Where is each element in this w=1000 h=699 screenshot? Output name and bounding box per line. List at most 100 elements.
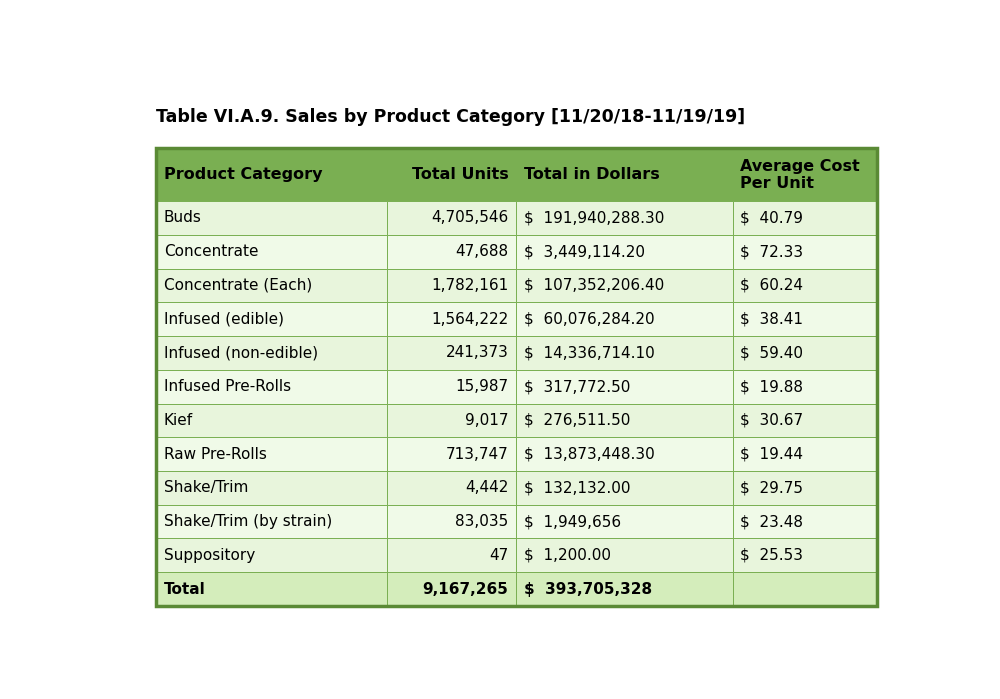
Text: $  40.79: $ 40.79	[740, 210, 803, 226]
Text: 4,705,546: 4,705,546	[431, 210, 509, 226]
Text: Total Units: Total Units	[412, 167, 509, 182]
Text: $  60,076,284.20: $ 60,076,284.20	[524, 312, 655, 326]
Text: $  38.41: $ 38.41	[740, 312, 803, 326]
Bar	[516, 302, 733, 336]
Bar	[156, 336, 387, 370]
Text: $  29.75: $ 29.75	[740, 480, 803, 496]
Bar	[516, 438, 733, 471]
Text: Concentrate: Concentrate	[164, 244, 258, 259]
Text: $  276,511.50: $ 276,511.50	[524, 413, 631, 428]
Bar	[733, 336, 877, 370]
Text: Raw Pre-Rolls: Raw Pre-Rolls	[164, 447, 267, 461]
Bar	[387, 572, 516, 606]
Text: $  60.24: $ 60.24	[740, 278, 803, 293]
Text: $  191,940,288.30: $ 191,940,288.30	[524, 210, 664, 226]
Bar	[733, 148, 877, 201]
Bar	[733, 268, 877, 302]
Text: $  107,352,206.40: $ 107,352,206.40	[524, 278, 664, 293]
Bar	[733, 505, 877, 538]
Text: 15,987: 15,987	[455, 379, 509, 394]
Bar	[387, 505, 516, 538]
Text: $  393,705,328: $ 393,705,328	[524, 582, 652, 596]
Bar	[387, 148, 516, 201]
Bar	[387, 201, 516, 235]
Text: Buds: Buds	[164, 210, 202, 226]
Bar	[387, 370, 516, 403]
Text: Infused Pre-Rolls: Infused Pre-Rolls	[164, 379, 291, 394]
Bar	[733, 201, 877, 235]
Text: $  59.40: $ 59.40	[740, 345, 803, 361]
Bar	[156, 148, 387, 201]
Text: Total in Dollars: Total in Dollars	[524, 167, 660, 182]
Bar	[516, 471, 733, 505]
Text: $  19.88: $ 19.88	[740, 379, 803, 394]
Bar	[733, 538, 877, 572]
Bar	[387, 538, 516, 572]
Bar	[156, 235, 387, 268]
Bar	[516, 572, 733, 606]
Bar	[733, 438, 877, 471]
Text: Average Cost
Per Unit: Average Cost Per Unit	[740, 159, 860, 191]
Bar	[387, 302, 516, 336]
Bar	[387, 336, 516, 370]
Text: $  23.48: $ 23.48	[740, 514, 803, 529]
Bar	[156, 268, 387, 302]
Bar	[733, 471, 877, 505]
Bar	[156, 201, 387, 235]
Text: $  25.53: $ 25.53	[740, 548, 803, 563]
Text: 47: 47	[489, 548, 509, 563]
Text: $  72.33: $ 72.33	[740, 244, 803, 259]
Text: Total: Total	[164, 582, 206, 596]
Text: $  1,949,656: $ 1,949,656	[524, 514, 621, 529]
Text: Shake/Trim (by strain): Shake/Trim (by strain)	[164, 514, 332, 529]
Text: 4,442: 4,442	[465, 480, 509, 496]
Text: 9,017: 9,017	[465, 413, 509, 428]
Bar	[733, 302, 877, 336]
Text: $  19.44: $ 19.44	[740, 447, 803, 461]
Text: 9,167,265: 9,167,265	[423, 582, 509, 596]
Bar	[387, 438, 516, 471]
Bar	[733, 370, 877, 403]
Text: Kief: Kief	[164, 413, 193, 428]
Text: $  3,449,114.20: $ 3,449,114.20	[524, 244, 645, 259]
Bar	[156, 148, 877, 606]
Bar	[516, 336, 733, 370]
Bar	[516, 148, 733, 201]
Bar	[516, 403, 733, 438]
Bar	[516, 268, 733, 302]
Text: 47,688: 47,688	[455, 244, 509, 259]
Bar	[156, 572, 387, 606]
Text: 1,782,161: 1,782,161	[431, 278, 509, 293]
Text: Concentrate (Each): Concentrate (Each)	[164, 278, 312, 293]
Text: Product Category: Product Category	[164, 167, 322, 182]
Bar	[516, 538, 733, 572]
Bar	[156, 403, 387, 438]
Text: $  132,132.00: $ 132,132.00	[524, 480, 631, 496]
Text: Table VI.A.9. Sales by Product Category [11/20/18-11/19/19]: Table VI.A.9. Sales by Product Category …	[156, 108, 745, 126]
Bar	[156, 471, 387, 505]
Text: $  30.67: $ 30.67	[740, 413, 803, 428]
Bar	[733, 403, 877, 438]
Bar	[387, 403, 516, 438]
Text: Infused (edible): Infused (edible)	[164, 312, 284, 326]
Text: 1,564,222: 1,564,222	[431, 312, 509, 326]
Bar	[156, 370, 387, 403]
Bar	[516, 235, 733, 268]
Bar	[516, 201, 733, 235]
Text: Suppository: Suppository	[164, 548, 255, 563]
Bar	[156, 302, 387, 336]
Text: $  14,336,714.10: $ 14,336,714.10	[524, 345, 655, 361]
Text: Infused (non-edible): Infused (non-edible)	[164, 345, 318, 361]
Text: Shake/Trim: Shake/Trim	[164, 480, 248, 496]
Bar	[156, 505, 387, 538]
Bar	[516, 370, 733, 403]
Bar	[733, 235, 877, 268]
Text: 83,035: 83,035	[455, 514, 509, 529]
Bar	[156, 538, 387, 572]
Text: 241,373: 241,373	[446, 345, 509, 361]
Bar	[387, 235, 516, 268]
Bar	[387, 268, 516, 302]
Bar	[516, 505, 733, 538]
Bar	[387, 471, 516, 505]
Text: $  317,772.50: $ 317,772.50	[524, 379, 631, 394]
